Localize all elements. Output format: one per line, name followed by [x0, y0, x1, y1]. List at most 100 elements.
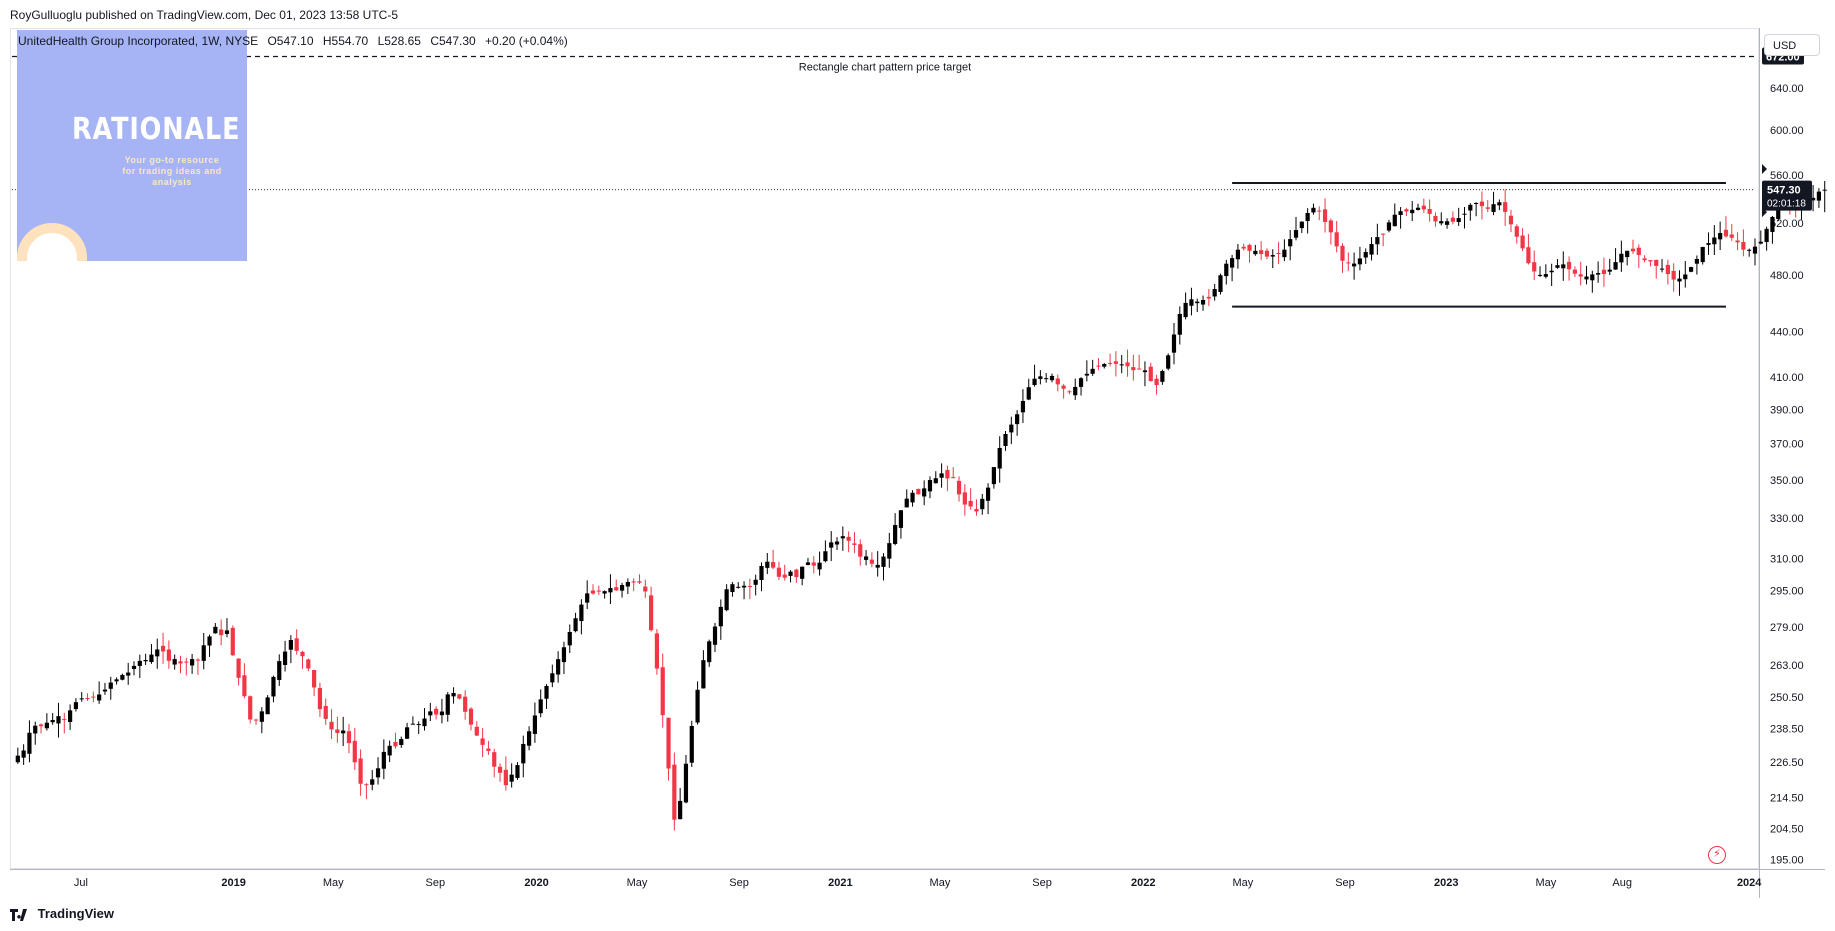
- candle-body[interactable]: [1479, 201, 1485, 207]
- candle-body[interactable]: [945, 469, 950, 479]
- candle-body[interactable]: [1293, 230, 1299, 238]
- candle-body[interactable]: [1404, 209, 1409, 212]
- candle-body[interactable]: [1044, 378, 1049, 380]
- candle-body[interactable]: [1526, 247, 1531, 264]
- candle-body[interactable]: [1189, 299, 1194, 306]
- candle-body[interactable]: [416, 724, 421, 726]
- candle-body[interactable]: [1119, 364, 1124, 366]
- candle-body[interactable]: [230, 627, 235, 656]
- candle-body[interactable]: [1822, 189, 1827, 191]
- candle-body[interactable]: [1148, 366, 1153, 382]
- candle-body[interactable]: [765, 561, 770, 568]
- candle-body[interactable]: [1491, 204, 1496, 212]
- candle-body[interactable]: [619, 585, 625, 591]
- candle-body[interactable]: [1427, 209, 1432, 214]
- candle-body[interactable]: [1584, 276, 1589, 280]
- candle-body[interactable]: [596, 590, 601, 592]
- candle-body[interactable]: [916, 488, 921, 495]
- candle-body[interactable]: [1474, 203, 1479, 205]
- candle-body[interactable]: [1398, 211, 1403, 215]
- candle-body[interactable]: [1520, 235, 1525, 249]
- candle-body[interactable]: [335, 729, 340, 733]
- candle-body[interactable]: [50, 719, 55, 723]
- candle-body[interactable]: [1241, 246, 1246, 249]
- candle-body[interactable]: [486, 748, 491, 751]
- candle-body[interactable]: [1549, 270, 1554, 273]
- candle-body[interactable]: [1078, 378, 1084, 387]
- candle-body[interactable]: [1764, 228, 1769, 243]
- candle-body[interactable]: [532, 715, 537, 734]
- candle-body[interactable]: [1102, 363, 1107, 367]
- candle-body[interactable]: [1183, 302, 1188, 318]
- candle-body[interactable]: [980, 498, 985, 510]
- candle-body[interactable]: [480, 738, 485, 745]
- candle-body[interactable]: [1607, 269, 1612, 272]
- candle-body[interactable]: [933, 478, 938, 484]
- candle-body[interactable]: [201, 645, 206, 661]
- candle-body[interactable]: [1752, 246, 1758, 254]
- candle-body[interactable]: [608, 588, 613, 593]
- candle-body[interactable]: [724, 589, 729, 611]
- candle-body[interactable]: [306, 659, 311, 669]
- candle-body[interactable]: [910, 492, 915, 503]
- candle-body[interactable]: [277, 661, 282, 680]
- candle-body[interactable]: [1357, 258, 1363, 265]
- candle-body[interactable]: [1642, 258, 1647, 261]
- candle-body[interactable]: [852, 543, 857, 545]
- candle-body[interactable]: [1508, 215, 1514, 225]
- candle-body[interactable]: [1723, 229, 1729, 237]
- candle-body[interactable]: [288, 639, 293, 650]
- candle-body[interactable]: [1712, 237, 1717, 245]
- candle-body[interactable]: [759, 565, 764, 581]
- candle-body[interactable]: [126, 672, 131, 676]
- candle-body[interactable]: [991, 467, 996, 485]
- candle-body[interactable]: [893, 525, 898, 544]
- candle-body[interactable]: [672, 764, 677, 820]
- candle-body[interactable]: [1718, 233, 1723, 240]
- candle-body[interactable]: [120, 674, 125, 680]
- candle-body[interactable]: [556, 659, 561, 675]
- candle-body[interactable]: [538, 699, 543, 714]
- candle-body[interactable]: [678, 800, 683, 820]
- candle-body[interactable]: [1735, 240, 1740, 243]
- candle-body[interactable]: [1537, 274, 1543, 276]
- candle-body[interactable]: [1816, 191, 1822, 201]
- candle-body[interactable]: [951, 477, 956, 479]
- candle-body[interactable]: [654, 633, 660, 669]
- candle-body[interactable]: [1688, 267, 1694, 272]
- candle-body[interactable]: [631, 581, 636, 583]
- candle-body[interactable]: [85, 698, 90, 700]
- candle-body[interactable]: [1613, 262, 1618, 270]
- candle-body[interactable]: [1462, 213, 1467, 215]
- candle-body[interactable]: [341, 730, 346, 734]
- candle-body[interactable]: [817, 562, 822, 570]
- candle-body[interactable]: [1433, 215, 1438, 222]
- candle-body[interactable]: [1514, 226, 1519, 237]
- candle-body[interactable]: [1276, 253, 1281, 255]
- candle-body[interactable]: [259, 711, 264, 722]
- candle-body[interactable]: [660, 667, 665, 716]
- candle-body[interactable]: [509, 774, 514, 782]
- candle-body[interactable]: [1224, 263, 1229, 277]
- candle-body[interactable]: [404, 727, 410, 739]
- candle-body[interactable]: [137, 660, 142, 666]
- candle-body[interactable]: [1061, 385, 1066, 389]
- candle-body[interactable]: [794, 569, 799, 578]
- candle-body[interactable]: [160, 645, 166, 652]
- candle-body[interactable]: [730, 584, 735, 593]
- candle-body[interactable]: [219, 629, 224, 636]
- candle-body[interactable]: [1264, 250, 1270, 257]
- candle-body[interactable]: [1654, 259, 1659, 266]
- candle-body[interactable]: [1555, 265, 1560, 268]
- candle-body[interactable]: [666, 717, 671, 769]
- candle-body[interactable]: [1543, 274, 1548, 277]
- candle-body[interactable]: [1619, 253, 1624, 263]
- candle-body[interactable]: [1195, 301, 1200, 304]
- candle-body[interactable]: [44, 722, 49, 729]
- candle-body[interactable]: [1288, 239, 1293, 247]
- candle-body[interactable]: [1026, 387, 1031, 400]
- candle-body[interactable]: [1352, 263, 1357, 267]
- candle-body[interactable]: [1003, 433, 1008, 446]
- candle-body[interactable]: [707, 641, 712, 663]
- candle-body[interactable]: [1171, 334, 1177, 353]
